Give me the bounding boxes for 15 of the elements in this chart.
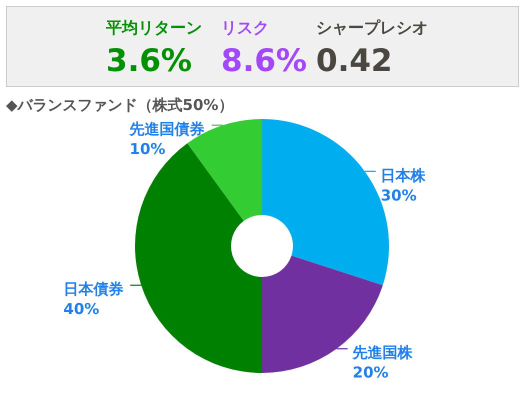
category-label: リスク bbox=[221, 18, 269, 37]
chart-title: ◆バランスファンド（株式50%） bbox=[6, 96, 234, 114]
slice-label: 先進国債券 bbox=[128, 120, 205, 138]
slice-label: 日本債券 bbox=[63, 280, 124, 298]
data-label: 20% bbox=[352, 364, 389, 382]
category-label: 平均リターン bbox=[105, 18, 202, 37]
slice-label: 先進国株 bbox=[352, 344, 414, 362]
data-label: 30% bbox=[380, 186, 417, 204]
text: 8.6% bbox=[221, 43, 307, 79]
data-label: 40% bbox=[63, 300, 100, 318]
slice-label: 日本株 bbox=[380, 166, 427, 184]
category-label: シャープレシオ bbox=[316, 18, 428, 37]
text: 0.42 bbox=[316, 43, 392, 79]
data-label: 10% bbox=[130, 140, 166, 158]
text: 3.6% bbox=[106, 43, 192, 79]
